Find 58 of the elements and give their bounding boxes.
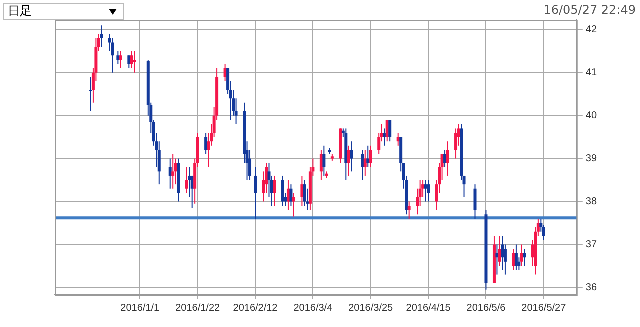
candlestick: [388, 120, 392, 142]
candlestick: [89, 76, 92, 112]
y-tick-label: 37: [586, 239, 598, 250]
candlestick: [290, 184, 293, 207]
y-tick-label: 42: [586, 24, 598, 36]
candlestick: [111, 38, 114, 74]
candlestick: [512, 248, 516, 272]
candlestick: [361, 150, 364, 181]
candlestick: [501, 236, 504, 272]
candlestick: [292, 192, 296, 218]
candlestick: [366, 145, 370, 168]
candlestick: [369, 145, 372, 168]
candlestick: [454, 128, 458, 160]
y-tick-label: 40: [586, 110, 598, 122]
candlestick: [168, 158, 172, 190]
candlestick: [100, 25, 104, 48]
candlestick: [172, 154, 175, 190]
candlestick: [130, 50, 134, 70]
candlestick: [116, 50, 120, 65]
candlestick: [444, 150, 447, 168]
candlestick: [303, 180, 306, 207]
x-tick-label: 2016/3/25: [348, 302, 394, 314]
candlestick: [273, 175, 276, 207]
candlestick: [204, 132, 208, 155]
x-tick-label: 2016/1/1: [120, 302, 160, 314]
candlestick: [408, 201, 411, 220]
y-tick-label: 38: [586, 196, 598, 208]
candlestick: [322, 145, 326, 176]
candlestick: [383, 128, 386, 146]
candlestick: [446, 141, 450, 176]
candlestick: [133, 50, 136, 74]
candlestick: [300, 175, 304, 207]
candlestick: [128, 55, 131, 70]
y-tick-label: 39: [586, 154, 598, 165]
candlestick: [185, 166, 188, 194]
x-tick-label: 2016/5/27: [522, 302, 567, 314]
x-tick-label: 2016/2/12: [233, 302, 278, 314]
y-tick-label: 41: [586, 68, 598, 79]
candlestick: [474, 184, 477, 220]
candlestick: [281, 175, 284, 207]
candlestick: [523, 248, 526, 267]
candlestick: [496, 244, 499, 276]
candlestick: [188, 166, 192, 198]
candlestick: [364, 150, 367, 176]
x-tick-label: 2016/1/22: [176, 302, 221, 314]
candlestick: [498, 236, 502, 267]
candlestick: [427, 180, 430, 202]
x-tick-label: 2016/3/4: [294, 302, 334, 314]
x-tick-label: 2016/5/6: [466, 302, 506, 314]
candlestick: [254, 166, 258, 220]
candlestick: [520, 244, 524, 267]
y-tick-label: 36: [586, 282, 598, 294]
candlestick: [119, 50, 122, 70]
candlestick: [514, 244, 518, 272]
x-tick-label: 2016/4/15: [406, 302, 452, 314]
text: 日足: [8, 4, 32, 18]
text: 16/05/27 22:49: [544, 3, 636, 17]
candlestick: [350, 141, 354, 172]
